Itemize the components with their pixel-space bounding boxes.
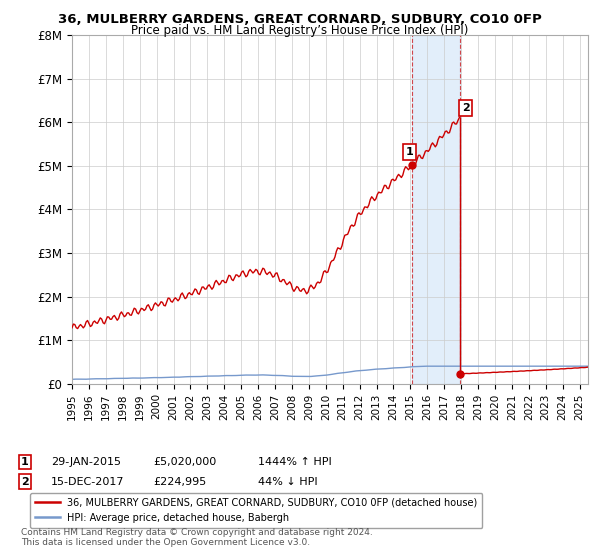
Text: £224,995: £224,995	[153, 477, 206, 487]
Text: 1: 1	[406, 147, 413, 157]
Text: Price paid vs. HM Land Registry’s House Price Index (HPI): Price paid vs. HM Land Registry’s House …	[131, 24, 469, 37]
Text: 1: 1	[21, 457, 29, 467]
Text: £5,020,000: £5,020,000	[153, 457, 216, 467]
Text: 2: 2	[461, 103, 469, 113]
Text: 1444% ↑ HPI: 1444% ↑ HPI	[258, 457, 332, 467]
Text: 29-JAN-2015: 29-JAN-2015	[51, 457, 121, 467]
Text: 2: 2	[21, 477, 29, 487]
Bar	[412, 35, 460, 384]
Text: Contains HM Land Registry data © Crown copyright and database right 2024.
This d: Contains HM Land Registry data © Crown c…	[21, 528, 373, 547]
Text: 15-DEC-2017: 15-DEC-2017	[51, 477, 125, 487]
Text: 36, MULBERRY GARDENS, GREAT CORNARD, SUDBURY, CO10 0FP: 36, MULBERRY GARDENS, GREAT CORNARD, SUD…	[58, 13, 542, 26]
Text: 44% ↓ HPI: 44% ↓ HPI	[258, 477, 317, 487]
Legend: 36, MULBERRY GARDENS, GREAT CORNARD, SUDBURY, CO10 0FP (detached house), HPI: Av: 36, MULBERRY GARDENS, GREAT CORNARD, SUD…	[31, 493, 482, 528]
